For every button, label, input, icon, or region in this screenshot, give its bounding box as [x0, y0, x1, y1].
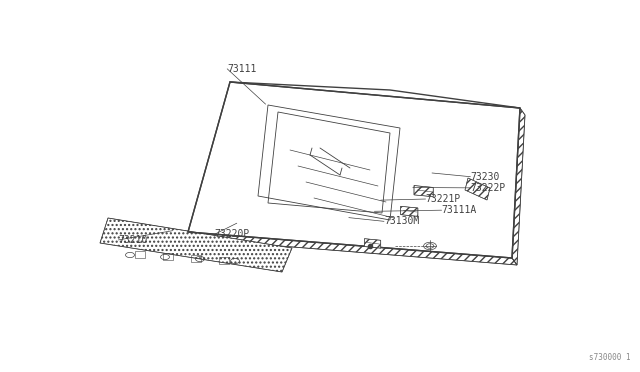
Polygon shape [401, 206, 418, 217]
Text: 73220P: 73220P [214, 230, 250, 239]
Text: 73222P: 73222P [470, 183, 506, 193]
Polygon shape [512, 108, 525, 265]
Polygon shape [414, 186, 433, 197]
Polygon shape [100, 218, 292, 272]
Text: 73230: 73230 [470, 172, 500, 182]
Text: 73130M: 73130M [384, 217, 419, 226]
Polygon shape [364, 239, 381, 248]
Text: 73111: 73111 [227, 64, 257, 74]
Text: 73111A: 73111A [442, 205, 477, 215]
Polygon shape [465, 178, 490, 200]
Text: 73221P: 73221P [426, 194, 461, 204]
Text: 73210: 73210 [118, 235, 148, 245]
Polygon shape [188, 82, 520, 258]
Polygon shape [188, 232, 517, 265]
Text: s730000 1: s730000 1 [589, 353, 630, 362]
